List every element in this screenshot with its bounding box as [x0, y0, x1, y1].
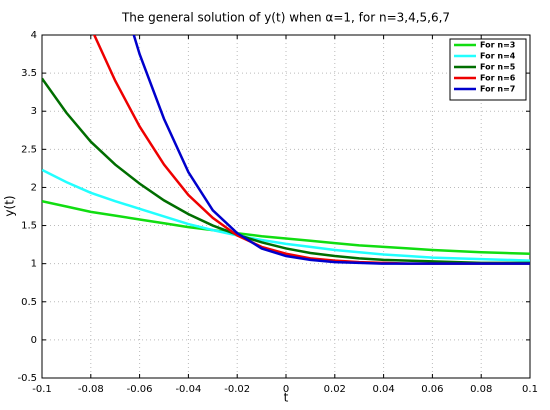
series-line [132, 35, 530, 265]
y-tick-label: 4 [31, 30, 37, 41]
series-line [42, 77, 530, 265]
y-tick-label: 2.5 [21, 144, 37, 155]
plot-area [42, 35, 530, 378]
axes-box [41, 34, 531, 379]
y-tick-label: 1 [31, 259, 37, 270]
y-tick-label: -0.5 [17, 373, 37, 384]
legend-label: For n=5 [480, 63, 516, 72]
x-tick-label: -0.02 [224, 384, 250, 395]
plot-lines [42, 35, 530, 265]
x-tick-label: -0.04 [175, 384, 201, 395]
x-tick-label: 0.1 [522, 384, 538, 395]
x-tick-label: -0.06 [127, 384, 153, 395]
chart-title: The general solution of y(t) when α=1, f… [121, 11, 450, 25]
y-axis-label: y(t) [3, 195, 17, 216]
y-tick-label: 1.5 [21, 221, 37, 232]
y-tick-label: 0 [31, 335, 37, 346]
x-tick-label: 0.08 [470, 384, 492, 395]
legend-label: For n=4 [480, 52, 516, 61]
x-tick-label: 0.02 [324, 384, 346, 395]
y-tick-label: 3.5 [21, 68, 37, 79]
y-tick-label: 2 [31, 182, 37, 193]
legend-label: For n=7 [480, 85, 515, 94]
x-axis-label: t [284, 391, 289, 405]
series-line [42, 199, 530, 256]
legend-label: For n=3 [480, 41, 515, 50]
x-tick-label: -0.08 [78, 384, 104, 395]
x-tick-label: 0.04 [372, 384, 394, 395]
x-tick-label: -0.1 [32, 384, 52, 395]
x-tick-label: 0.06 [421, 384, 443, 395]
legend-label: For n=6 [480, 74, 516, 83]
y-tick-label: 3 [31, 106, 37, 117]
series-line [42, 168, 530, 262]
x-tick-label: 0 [283, 384, 289, 395]
y-tick-label: 0.5 [21, 297, 37, 308]
